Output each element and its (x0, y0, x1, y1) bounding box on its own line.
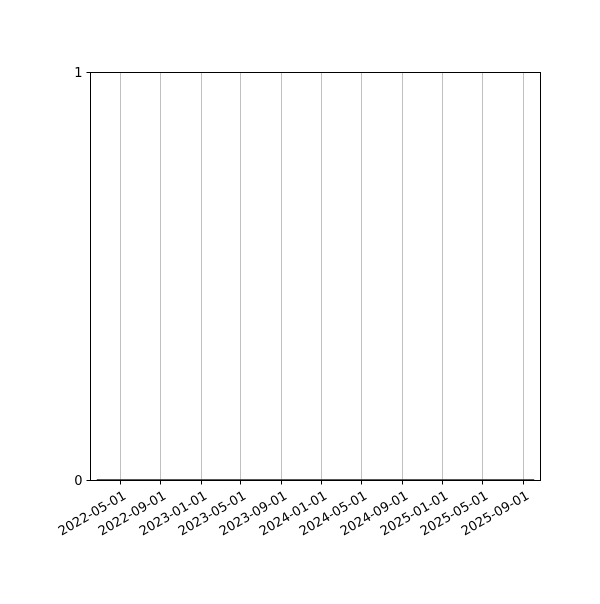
y-tick-label: 1 (74, 66, 82, 81)
y-axis: 01 (74, 66, 91, 489)
x-axis: 2022-05-012022-09-012023-01-012023-05-01… (56, 480, 532, 539)
y-tick-label: 0 (74, 474, 82, 489)
gridlines (120, 72, 524, 481)
plot-frame (90, 72, 541, 481)
